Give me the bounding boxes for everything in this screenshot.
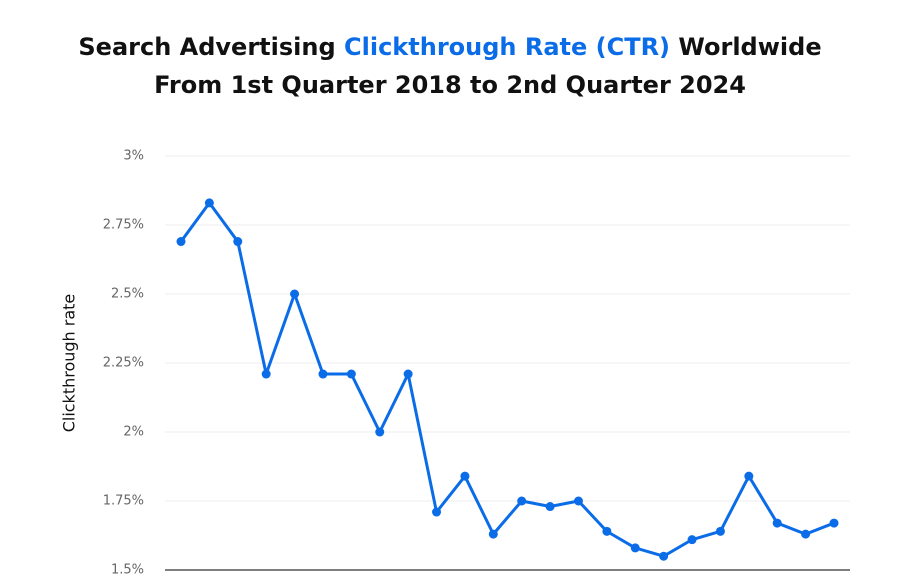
title-part: Clickthrough Rate (CTR): [344, 33, 670, 61]
title-part: Search Advertising: [78, 33, 335, 61]
data-point: [517, 496, 527, 506]
data-point: [687, 535, 697, 545]
series-line: [179, 201, 835, 558]
data-point: [545, 502, 555, 512]
data-point: [573, 496, 583, 506]
y-tick-label: 3%: [123, 149, 144, 164]
data-point: [801, 529, 811, 539]
data-point: [744, 471, 754, 481]
data-point: [318, 369, 328, 379]
y-axis-label: Clickthrough rate: [60, 294, 79, 433]
data-point: [261, 369, 271, 379]
data-point: [176, 237, 186, 247]
y-tick-label: 2%: [123, 425, 144, 440]
data-point: [829, 518, 839, 528]
data-point: [602, 526, 612, 536]
y-tick-label: 2.5%: [111, 287, 144, 302]
data-point: [772, 518, 782, 528]
y-tick-label: 1.5%: [111, 563, 144, 578]
data-point: [375, 427, 385, 437]
chart-title: Search Advertising Clickthrough Rate (CT…: [78, 33, 821, 61]
title-part: Worldwide: [678, 33, 821, 61]
data-point: [715, 526, 725, 536]
data-point: [233, 237, 243, 247]
data-point: [630, 543, 640, 553]
data-point: [290, 289, 300, 299]
data-point: [659, 551, 669, 561]
data-point: [432, 507, 442, 517]
y-tick-label: 2.25%: [103, 356, 144, 371]
chart-subtitle: From 1st Quarter 2018 to 2nd Quarter 202…: [154, 71, 746, 99]
data-point: [346, 369, 356, 379]
data-point: [403, 369, 413, 379]
y-tick-label: 1.75%: [103, 494, 144, 509]
y-tick-label: 2.75%: [103, 218, 144, 233]
data-point: [460, 471, 470, 481]
data-point: [488, 529, 498, 539]
data-point: [204, 198, 214, 208]
